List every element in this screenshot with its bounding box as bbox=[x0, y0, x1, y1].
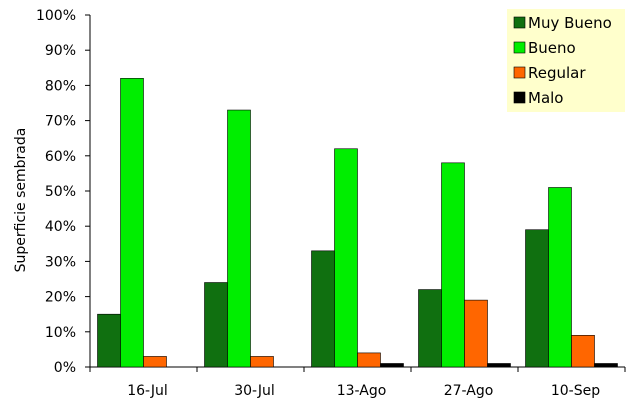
y-tick-label: 30% bbox=[45, 254, 76, 270]
legend-swatch bbox=[513, 41, 526, 54]
legend-label: Regular bbox=[528, 64, 586, 82]
x-tick-label: 16-Jul bbox=[127, 383, 168, 399]
bar-muy-bueno-30-jul bbox=[204, 282, 228, 368]
y-tick-label: 20% bbox=[45, 290, 76, 306]
bar-bueno-13-ago bbox=[334, 148, 358, 368]
bar-muy-bueno-16-jul bbox=[97, 313, 121, 368]
bar-bueno-27-ago bbox=[441, 162, 465, 368]
x-axis: 16-Jul 30-Jul 13-Ago 27-Ago 10-Sep bbox=[89, 366, 626, 399]
y-axis-label: Superficie sembrada bbox=[13, 128, 29, 273]
legend: Muy Bueno Bueno Regular Malo bbox=[507, 9, 625, 112]
x-tick-label: 10-Sep bbox=[551, 383, 600, 399]
y-tick-label: 100% bbox=[36, 8, 76, 24]
legend-label: Muy Bueno bbox=[528, 14, 612, 32]
y-axis: 0% 10% 20% 30% 40% 50% 60% 70% 80% 90% 100% bbox=[36, 8, 91, 376]
bar-regular-16-jul bbox=[143, 356, 167, 368]
legend-label: Bueno bbox=[528, 39, 576, 57]
bar-regular-27-ago bbox=[464, 299, 488, 368]
bar-muy-bueno-10-sep bbox=[525, 229, 549, 368]
y-tick-label: 10% bbox=[45, 325, 76, 341]
bar-bueno-30-jul bbox=[227, 109, 251, 368]
legend-label: Malo bbox=[528, 89, 563, 107]
bar-regular-13-ago bbox=[357, 352, 381, 368]
y-tick-label: 80% bbox=[45, 78, 76, 94]
legend-box bbox=[507, 9, 625, 112]
bars bbox=[97, 78, 618, 368]
bar-bueno-10-sep bbox=[548, 187, 572, 368]
legend-swatch bbox=[513, 66, 526, 79]
bar-malo-10-sep bbox=[594, 363, 618, 368]
bar-malo-27-ago bbox=[487, 363, 511, 368]
bar-bueno-16-jul bbox=[120, 78, 144, 368]
y-tick-label: 90% bbox=[45, 43, 76, 59]
y-tick-label: 70% bbox=[45, 114, 76, 130]
bar-regular-30-jul bbox=[250, 356, 274, 368]
bar-muy-bueno-13-ago bbox=[311, 250, 335, 368]
legend-swatch bbox=[513, 91, 526, 104]
bar-malo-13-ago bbox=[380, 363, 404, 368]
bar-regular-10-sep bbox=[571, 335, 595, 368]
x-tick-label: 27-Ago bbox=[444, 383, 494, 399]
y-tick-label: 60% bbox=[45, 149, 76, 165]
y-tick-label: 50% bbox=[45, 184, 76, 200]
y-tick-label: 0% bbox=[54, 360, 76, 376]
legend-swatch bbox=[513, 16, 526, 29]
bar-muy-bueno-27-ago bbox=[418, 289, 442, 368]
x-tick-label: 13-Ago bbox=[337, 383, 387, 399]
x-tick-label: 30-Jul bbox=[234, 383, 275, 399]
y-tick-label: 40% bbox=[45, 219, 76, 235]
